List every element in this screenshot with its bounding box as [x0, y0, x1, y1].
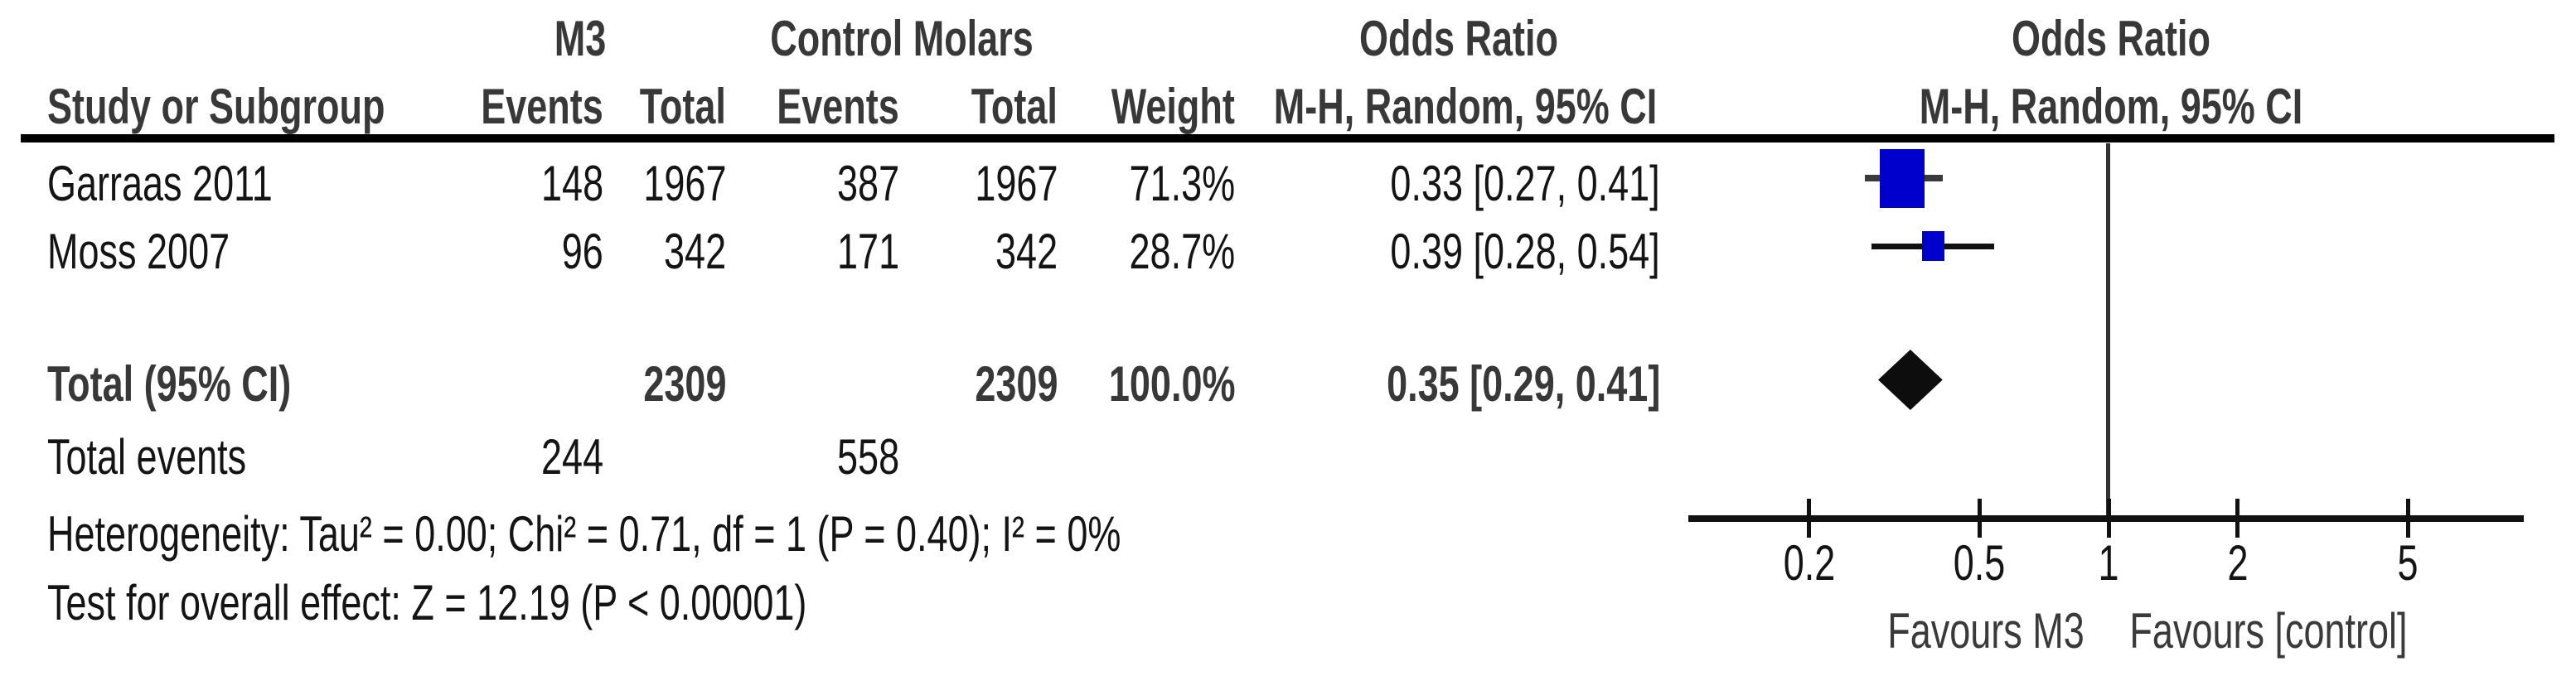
favours-left-label: Favours M3: [1887, 603, 2085, 659]
total-events-label: Total events: [47, 429, 247, 485]
ctrl-total: 1967: [974, 156, 1058, 211]
total-or-ci: 0.35 [0.29, 0.41]: [1386, 356, 1660, 412]
effect-square: [1880, 148, 1925, 208]
total2-column-header: Total: [971, 79, 1058, 134]
x-tick-label: 5: [2397, 535, 2419, 591]
x-axis-tick: [2235, 499, 2240, 538]
m3-events: 96: [561, 224, 603, 279]
x-tick-label: 0.2: [1783, 535, 1835, 591]
favours-right-label: Favours [control]: [2129, 603, 2408, 659]
x-axis-tick: [2405, 499, 2410, 538]
mh-ci-header-text-col: M-H, Random, 95% CI: [1273, 79, 1658, 134]
group1-header: M3: [554, 11, 607, 66]
total-events-m3: 244: [540, 429, 603, 485]
total1-column-header: Total: [639, 79, 726, 134]
x-axis-tick: [1977, 499, 1982, 538]
x-axis-tick: [2106, 499, 2111, 538]
total-label: Total (95% CI): [47, 356, 292, 412]
m3-total: 1967: [642, 156, 726, 211]
null-effect-line: [2106, 143, 2110, 522]
mh-ci-header-plot-col: M-H, Random, 95% CI: [1919, 79, 2303, 134]
total-weight: 100.0%: [1108, 356, 1235, 412]
weight-value: 71.3%: [1129, 156, 1235, 211]
or-header-text-col: Odds Ratio: [1358, 11, 1559, 66]
study-column-header: Study or Subgroup: [47, 79, 385, 134]
x-axis-tick: [1807, 499, 1812, 538]
x-tick-label: 2: [2227, 535, 2249, 591]
x-tick-label: 0.5: [1954, 535, 2006, 591]
or-ci-value: 0.39 [0.28, 0.54]: [1390, 224, 1660, 279]
total-m3-total: 2309: [642, 356, 726, 412]
header-rule: [21, 134, 2554, 142]
m3-total: 342: [663, 224, 726, 279]
heterogeneity-text: Heterogeneity: Tau² = 0.00; Chi² = 0.71,…: [47, 506, 1121, 562]
or-header-plot-col: Odds Ratio: [2011, 11, 2211, 66]
study-name: Garraas 2011: [47, 156, 273, 211]
m3-events: 148: [540, 156, 603, 211]
events1-column-header: Events: [481, 79, 603, 134]
ctrl-events: 387: [836, 156, 899, 211]
group2-header: Control Molars: [770, 11, 1034, 66]
total-ctrl-total: 2309: [974, 356, 1058, 412]
x-tick-label: 1: [2098, 535, 2119, 591]
events2-column-header: Events: [777, 79, 899, 134]
total-events-ctrl: 558: [836, 429, 899, 485]
ctrl-events: 171: [836, 224, 899, 279]
weight-value: 28.7%: [1129, 224, 1235, 279]
effect-square: [1922, 231, 1945, 261]
ctrl-total: 342: [995, 224, 1058, 279]
x-axis-line: [1688, 515, 2524, 522]
study-name: Moss 2007: [47, 224, 230, 279]
weight-column-header: Weight: [1111, 79, 1235, 134]
pooled-diamond: [1878, 349, 1943, 410]
overall-effect-text: Test for overall effect: Z = 12.19 (P < …: [47, 575, 807, 630]
or-ci-value: 0.33 [0.27, 0.41]: [1390, 156, 1660, 211]
